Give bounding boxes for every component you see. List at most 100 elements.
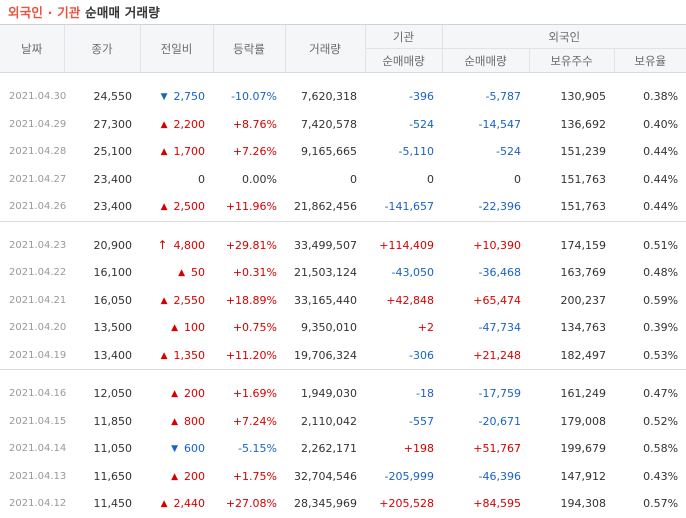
close-cell: 20,900	[93, 238, 133, 252]
section-header: 외국인 · 기관 순매매 거래량	[0, 0, 686, 24]
close-cell: 16,050	[93, 293, 133, 307]
close-cell: 11,050	[93, 442, 133, 456]
foreign-net-cell: +51,767	[473, 442, 521, 456]
ratio-cell: 0.57%	[643, 497, 679, 511]
up-arrow-icon: ▲	[171, 389, 178, 400]
change-value: 2,750	[173, 90, 206, 104]
date-cell: 2021.04.21	[9, 294, 67, 306]
volume-cell: 33,165,440	[294, 293, 357, 307]
change-cell: ▲ 50	[140, 259, 213, 287]
change-cell: ↑ 4,800	[140, 232, 213, 260]
holdings-cell: 151,763	[560, 200, 607, 214]
holdings-cell: 130,905	[560, 90, 607, 104]
close-cell: 27,300	[93, 117, 133, 131]
foreign-net-cell: +21,248	[473, 348, 521, 362]
table-row: 2021.04.21 16,050 ▲ 2,550 +18.89% 33,165,440 +…	[0, 287, 686, 315]
foreign-group-header: 외국인	[441, 24, 686, 49]
col-date-header: 날짜	[0, 24, 64, 73]
down-arrow-icon: ▼	[171, 444, 178, 455]
volume-cell: 0	[350, 172, 357, 186]
change-cell: ▲ 2,200	[140, 111, 213, 139]
rate-cell: +1.69%	[232, 387, 277, 401]
ratio-cell: 0.59%	[643, 293, 679, 307]
up-arrow-icon: ▲	[178, 268, 185, 279]
title-separator: ·	[47, 5, 53, 20]
change-cell: ▲ 2,500	[140, 193, 213, 221]
inst-net-cell: -306	[409, 348, 434, 362]
inst-net-cell: -524	[409, 117, 434, 131]
table-row: 2021.04.12 11,450 ▲ 2,440 +27.08% 28,345,969 +…	[0, 490, 686, 518]
holdings-cell: 151,763	[560, 172, 607, 186]
close-cell: 24,550	[93, 90, 133, 104]
foreign-net-cell: -22,396	[478, 200, 521, 214]
group-divider	[0, 369, 686, 370]
date-cell: 2021.04.29	[9, 118, 67, 130]
holdings-cell: 182,497	[560, 348, 607, 362]
foreign-net-cell: -17,759	[478, 387, 521, 401]
rate-cell: +7.24%	[232, 414, 277, 428]
ratio-cell: 0.44%	[643, 200, 679, 214]
group-spacer	[0, 222, 686, 232]
col-ratio-header: 보유율	[613, 48, 686, 73]
change-cell: ▲ 2,550	[140, 287, 213, 315]
up-arrow-icon: ▲	[160, 147, 168, 158]
ratio-cell: 0.39%	[643, 321, 679, 335]
inst-net-cell: -43,050	[391, 266, 434, 280]
foreign-net-cell: +65,474	[473, 293, 521, 307]
col-change-header: 전일비	[139, 24, 213, 73]
ratio-cell: 0.58%	[643, 442, 679, 456]
volume-cell: 7,620,318	[301, 90, 357, 104]
table-row: 2021.04.16 12,050 ▲ 200 +1.69% 1,949,030 -18 -1…	[0, 380, 686, 408]
foreign-net-cell: -14,547	[478, 117, 521, 131]
date-cell: 2021.04.13	[9, 470, 67, 482]
table-header: 날짜 종가 전일비 등락률 거래량 기관 외국인 순매매량 순매매량 보유주수 …	[0, 24, 686, 73]
inst-net-cell: +198	[403, 442, 434, 456]
down-arrow-icon: ▼	[160, 92, 168, 103]
close-cell: 11,450	[93, 497, 133, 511]
holdings-cell: 174,159	[560, 238, 607, 252]
table-row: 2021.04.23 20,900 ↑ 4,800 +29.81% 33,499,507 +…	[0, 232, 686, 260]
foreign-net-cell: -47,734	[478, 321, 521, 335]
table-row: 2021.04.20 13,500 ▲ 100 +0.75% 9,350,010 +2 -47…	[0, 314, 686, 342]
col-volume-header: 거래량	[284, 24, 365, 73]
change-value: 50	[191, 266, 205, 280]
table-row: 2021.04.15 11,850 ▲ 800 +7.24% 2,110,042 -557 -…	[0, 408, 686, 436]
up-arrow-icon: ▲	[171, 323, 178, 334]
table-row: 2021.04.27 23,400 0 0.00% 0 0 0 151,763 0.44%	[0, 166, 686, 194]
volume-cell: 9,165,665	[301, 145, 357, 159]
up-arrow-icon: ▲	[171, 471, 178, 482]
divider-cell	[0, 220, 686, 222]
foreign-net-cell: 0	[514, 172, 521, 186]
change-cell: ▼ 600	[140, 435, 213, 463]
holdings-cell: 134,763	[560, 321, 607, 335]
ratio-cell: 0.47%	[643, 387, 679, 401]
date-cell: 2021.04.14	[9, 443, 67, 455]
date-cell: 2021.04.27	[9, 173, 67, 185]
date-cell: 2021.04.12	[9, 498, 67, 510]
ratio-cell: 0.48%	[643, 266, 679, 280]
rate-cell: -10.07%	[231, 90, 277, 104]
close-cell: 11,650	[93, 469, 133, 483]
close-cell: 13,400	[93, 348, 133, 362]
title-foreign: 외국인	[8, 5, 44, 20]
foreign-net-cell: -5,787	[485, 90, 521, 104]
table-body: 2021.04.30 24,550 ▼ 2,750 -10.07% 7,620,318 -3…	[0, 73, 686, 518]
volume-cell: 21,862,456	[294, 200, 357, 214]
up-arrow-icon: ▲	[160, 350, 168, 361]
holdings-cell: 161,249	[560, 387, 607, 401]
inst-net-cell: 0	[427, 172, 434, 186]
inst-net-cell: +205,528	[379, 497, 434, 511]
table-row: 2021.04.22 16,100 ▲ 50 +0.31% 21,503,124 -43,0…	[0, 259, 686, 287]
change-cell: ▲ 2,440	[140, 490, 213, 518]
close-cell: 11,850	[93, 414, 133, 428]
foreign-net-cell: -524	[496, 145, 521, 159]
date-cell: 2021.04.19	[9, 349, 67, 361]
volume-cell: 2,262,171	[301, 442, 357, 456]
foreign-net-cell: +84,595	[473, 497, 521, 511]
close-cell: 23,400	[93, 200, 133, 214]
ratio-cell: 0.40%	[643, 117, 679, 131]
ratio-cell: 0.52%	[643, 414, 679, 428]
holdings-cell: 151,239	[560, 145, 607, 159]
investor-trading-table: 날짜 종가 전일비 등락률 거래량 기관 외국인 순매매량 순매매량 보유주수 …	[0, 24, 686, 518]
change-cell: ▲ 100	[140, 314, 213, 342]
